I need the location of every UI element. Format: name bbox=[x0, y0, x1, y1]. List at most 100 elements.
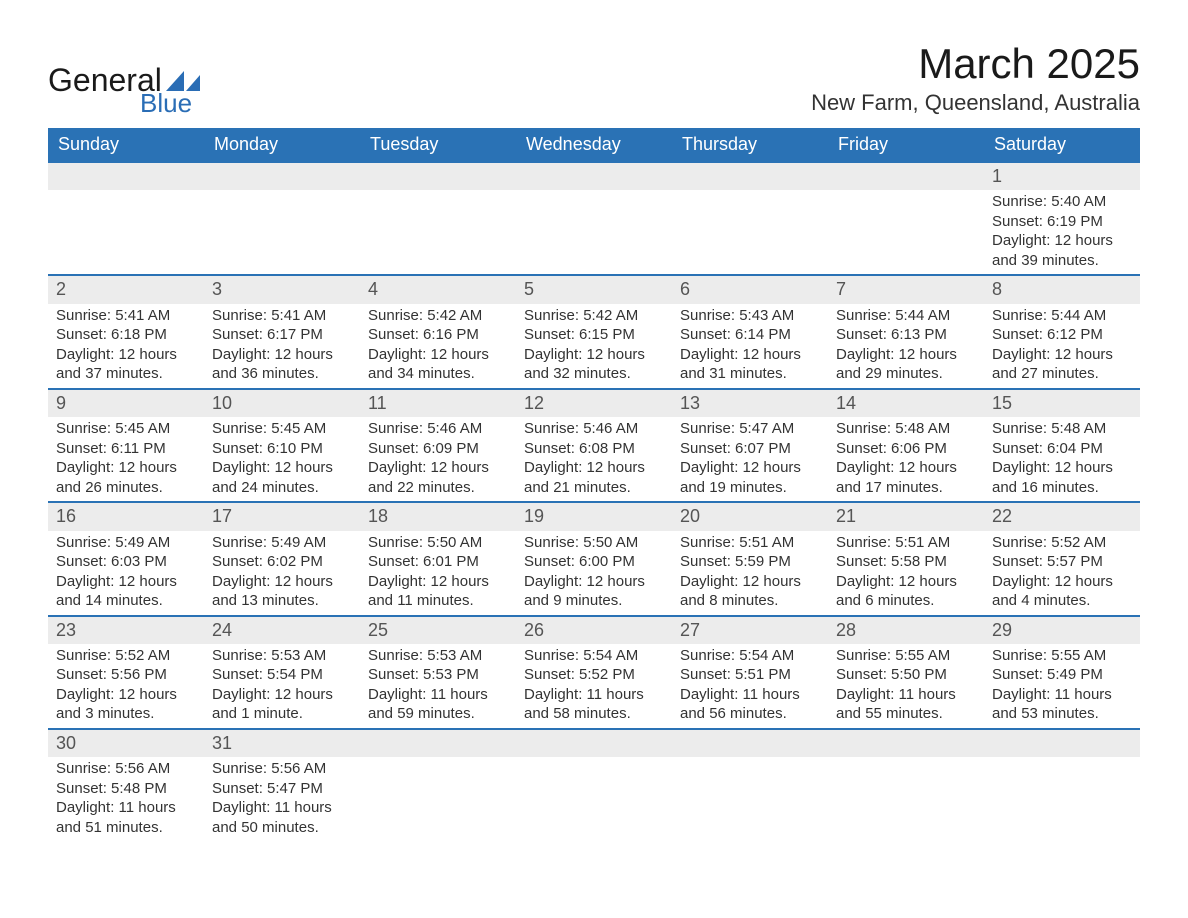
empty-day-cell bbox=[48, 190, 204, 275]
sunrise-line: Sunrise: 5:55 AM bbox=[836, 646, 976, 666]
day-content: Sunrise: 5:53 AMSunset: 5:53 PMDaylight:… bbox=[360, 644, 516, 728]
day-cell: Sunrise: 5:52 AMSunset: 5:56 PMDaylight:… bbox=[48, 644, 204, 729]
sunrise-line: Sunrise: 5:43 AM bbox=[680, 306, 820, 326]
empty-daynum-cell bbox=[360, 729, 516, 757]
day-number-cell: 11 bbox=[360, 389, 516, 417]
empty-day-cell bbox=[672, 757, 828, 841]
day-number: 13 bbox=[672, 390, 828, 417]
week-content-row: Sunrise: 5:45 AMSunset: 6:11 PMDaylight:… bbox=[48, 417, 1140, 502]
sunset-line: Sunset: 6:06 PM bbox=[836, 439, 976, 459]
day-cell: Sunrise: 5:45 AMSunset: 6:10 PMDaylight:… bbox=[204, 417, 360, 502]
logo-word-blue: Blue bbox=[140, 90, 200, 116]
weekday-header: Monday bbox=[204, 128, 360, 162]
day-cell: Sunrise: 5:56 AMSunset: 5:48 PMDaylight:… bbox=[48, 757, 204, 841]
week-daynum-row: 9101112131415 bbox=[48, 389, 1140, 417]
daylight-line: Daylight: 12 hours and 19 minutes. bbox=[680, 458, 820, 497]
day-number bbox=[204, 163, 360, 187]
day-number-cell: 23 bbox=[48, 616, 204, 644]
day-number: 2 bbox=[48, 276, 204, 303]
day-number-cell: 7 bbox=[828, 275, 984, 303]
day-content: Sunrise: 5:53 AMSunset: 5:54 PMDaylight:… bbox=[204, 644, 360, 728]
empty-content bbox=[672, 190, 828, 262]
day-content: Sunrise: 5:47 AMSunset: 6:07 PMDaylight:… bbox=[672, 417, 828, 501]
daylight-line: Daylight: 12 hours and 39 minutes. bbox=[992, 231, 1132, 270]
daylight-line: Daylight: 11 hours and 59 minutes. bbox=[368, 685, 508, 724]
day-number-cell: 20 bbox=[672, 502, 828, 530]
day-content: Sunrise: 5:42 AMSunset: 6:15 PMDaylight:… bbox=[516, 304, 672, 388]
empty-daynum-cell bbox=[516, 162, 672, 190]
day-number: 12 bbox=[516, 390, 672, 417]
day-content: Sunrise: 5:54 AMSunset: 5:51 PMDaylight:… bbox=[672, 644, 828, 728]
sunrise-line: Sunrise: 5:42 AM bbox=[524, 306, 664, 326]
sunset-line: Sunset: 5:52 PM bbox=[524, 665, 664, 685]
calendar-table: SundayMondayTuesdayWednesdayThursdayFrid… bbox=[48, 128, 1140, 841]
logo-shape-icon bbox=[166, 69, 200, 91]
day-number-cell: 9 bbox=[48, 389, 204, 417]
daylight-line: Daylight: 12 hours and 6 minutes. bbox=[836, 572, 976, 611]
day-number-cell: 10 bbox=[204, 389, 360, 417]
day-cell: Sunrise: 5:46 AMSunset: 6:09 PMDaylight:… bbox=[360, 417, 516, 502]
sunrise-line: Sunrise: 5:53 AM bbox=[212, 646, 352, 666]
day-cell: Sunrise: 5:53 AMSunset: 5:54 PMDaylight:… bbox=[204, 644, 360, 729]
sunset-line: Sunset: 6:04 PM bbox=[992, 439, 1132, 459]
empty-day-cell bbox=[516, 190, 672, 275]
empty-daynum-cell bbox=[516, 729, 672, 757]
day-cell: Sunrise: 5:47 AMSunset: 6:07 PMDaylight:… bbox=[672, 417, 828, 502]
sunset-line: Sunset: 6:02 PM bbox=[212, 552, 352, 572]
sunrise-line: Sunrise: 5:40 AM bbox=[992, 192, 1132, 212]
sunrise-line: Sunrise: 5:51 AM bbox=[680, 533, 820, 553]
sunset-line: Sunset: 6:01 PM bbox=[368, 552, 508, 572]
sunrise-line: Sunrise: 5:44 AM bbox=[992, 306, 1132, 326]
sunrise-line: Sunrise: 5:45 AM bbox=[212, 419, 352, 439]
day-cell: Sunrise: 5:42 AMSunset: 6:15 PMDaylight:… bbox=[516, 304, 672, 389]
daylight-line: Daylight: 12 hours and 17 minutes. bbox=[836, 458, 976, 497]
sunrise-line: Sunrise: 5:46 AM bbox=[368, 419, 508, 439]
sunset-line: Sunset: 5:47 PM bbox=[212, 779, 352, 799]
day-cell: Sunrise: 5:53 AMSunset: 5:53 PMDaylight:… bbox=[360, 644, 516, 729]
day-number: 19 bbox=[516, 503, 672, 530]
day-content: Sunrise: 5:52 AMSunset: 5:57 PMDaylight:… bbox=[984, 531, 1140, 615]
daylight-line: Daylight: 12 hours and 22 minutes. bbox=[368, 458, 508, 497]
day-number bbox=[828, 730, 984, 754]
weekday-header: Friday bbox=[828, 128, 984, 162]
day-number-cell: 21 bbox=[828, 502, 984, 530]
weekday-header: Tuesday bbox=[360, 128, 516, 162]
day-number: 26 bbox=[516, 617, 672, 644]
empty-content bbox=[984, 757, 1140, 829]
daylight-line: Daylight: 11 hours and 55 minutes. bbox=[836, 685, 976, 724]
empty-day-cell bbox=[204, 190, 360, 275]
location: New Farm, Queensland, Australia bbox=[811, 90, 1140, 116]
sunrise-line: Sunrise: 5:44 AM bbox=[836, 306, 976, 326]
day-content: Sunrise: 5:56 AMSunset: 5:48 PMDaylight:… bbox=[48, 757, 204, 841]
day-cell: Sunrise: 5:49 AMSunset: 6:03 PMDaylight:… bbox=[48, 531, 204, 616]
day-number-cell: 5 bbox=[516, 275, 672, 303]
sunrise-line: Sunrise: 5:48 AM bbox=[992, 419, 1132, 439]
sunrise-line: Sunrise: 5:48 AM bbox=[836, 419, 976, 439]
day-cell: Sunrise: 5:56 AMSunset: 5:47 PMDaylight:… bbox=[204, 757, 360, 841]
day-cell: Sunrise: 5:50 AMSunset: 6:00 PMDaylight:… bbox=[516, 531, 672, 616]
weekday-header: Wednesday bbox=[516, 128, 672, 162]
day-cell: Sunrise: 5:54 AMSunset: 5:52 PMDaylight:… bbox=[516, 644, 672, 729]
day-number-cell: 2 bbox=[48, 275, 204, 303]
day-number-cell: 28 bbox=[828, 616, 984, 644]
week-content-row: Sunrise: 5:52 AMSunset: 5:56 PMDaylight:… bbox=[48, 644, 1140, 729]
day-number: 28 bbox=[828, 617, 984, 644]
empty-content bbox=[516, 190, 672, 262]
daylight-line: Daylight: 12 hours and 3 minutes. bbox=[56, 685, 196, 724]
day-number bbox=[828, 163, 984, 187]
day-number-cell: 12 bbox=[516, 389, 672, 417]
day-content: Sunrise: 5:46 AMSunset: 6:08 PMDaylight:… bbox=[516, 417, 672, 501]
weekday-header-row: SundayMondayTuesdayWednesdayThursdayFrid… bbox=[48, 128, 1140, 162]
day-cell: Sunrise: 5:49 AMSunset: 6:02 PMDaylight:… bbox=[204, 531, 360, 616]
sunrise-line: Sunrise: 5:50 AM bbox=[368, 533, 508, 553]
day-number bbox=[984, 730, 1140, 754]
day-number: 17 bbox=[204, 503, 360, 530]
day-number-cell: 27 bbox=[672, 616, 828, 644]
sunrise-line: Sunrise: 5:52 AM bbox=[56, 646, 196, 666]
sunrise-line: Sunrise: 5:53 AM bbox=[368, 646, 508, 666]
empty-content bbox=[828, 757, 984, 829]
day-cell: Sunrise: 5:41 AMSunset: 6:18 PMDaylight:… bbox=[48, 304, 204, 389]
day-cell: Sunrise: 5:51 AMSunset: 5:58 PMDaylight:… bbox=[828, 531, 984, 616]
week-daynum-row: 23242526272829 bbox=[48, 616, 1140, 644]
day-number-cell: 1 bbox=[984, 162, 1140, 190]
